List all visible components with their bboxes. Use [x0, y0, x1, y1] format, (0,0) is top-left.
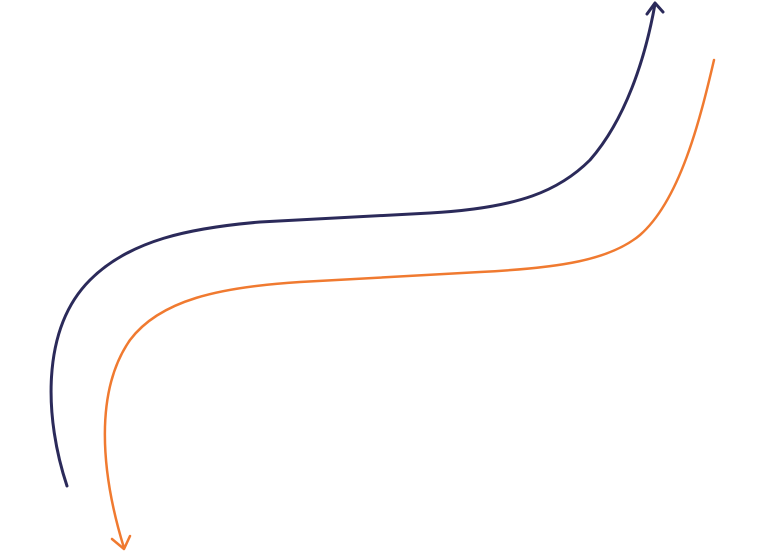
navy-arrow — [49, 2, 657, 488]
orange-arrow — [103, 58, 716, 550]
orange-arrowhead — [110, 534, 132, 551]
navy-arrowhead — [645, 1, 665, 16]
